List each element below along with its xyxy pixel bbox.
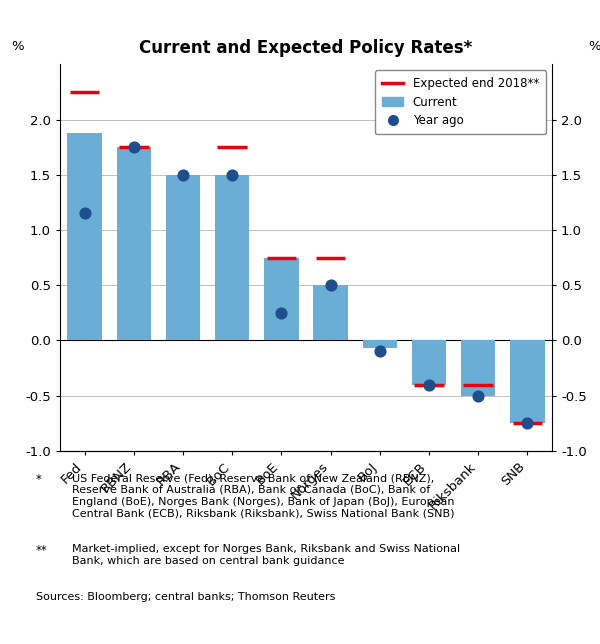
Bar — [264, 258, 299, 341]
Bar — [67, 133, 102, 341]
Title: Current and Expected Policy Rates*: Current and Expected Policy Rates* — [139, 39, 473, 57]
Text: %: % — [589, 40, 600, 53]
Text: *: * — [36, 473, 42, 486]
Point — [277, 308, 286, 318]
Point — [523, 418, 532, 428]
Bar — [215, 175, 250, 341]
Bar — [412, 341, 446, 384]
Bar — [313, 285, 348, 341]
Text: Sources: Bloomberg; central banks; Thomson Reuters: Sources: Bloomberg; central banks; Thoms… — [36, 592, 335, 603]
Point — [326, 280, 335, 290]
Bar — [116, 147, 151, 341]
Point — [178, 169, 188, 180]
Bar — [166, 175, 200, 341]
Text: US Federal Reserve (Fed), Reserve Bank of New Zealand (RBNZ),
Reserve Bank of Au: US Federal Reserve (Fed), Reserve Bank o… — [72, 473, 455, 518]
Bar — [510, 341, 545, 423]
Point — [129, 142, 139, 153]
Point — [227, 169, 237, 180]
Point — [473, 390, 483, 401]
Legend: Expected end 2018**, Current, Year ago: Expected end 2018**, Current, Year ago — [375, 70, 546, 134]
Point — [375, 346, 385, 357]
Text: %: % — [11, 40, 23, 53]
Text: **: ** — [36, 544, 48, 557]
Text: Market-implied, except for Norges Bank, Riksbank and Swiss National
Bank, which : Market-implied, except for Norges Bank, … — [72, 544, 460, 566]
Bar — [362, 341, 397, 348]
Bar — [461, 341, 496, 395]
Point — [80, 208, 89, 218]
Point — [424, 379, 434, 390]
